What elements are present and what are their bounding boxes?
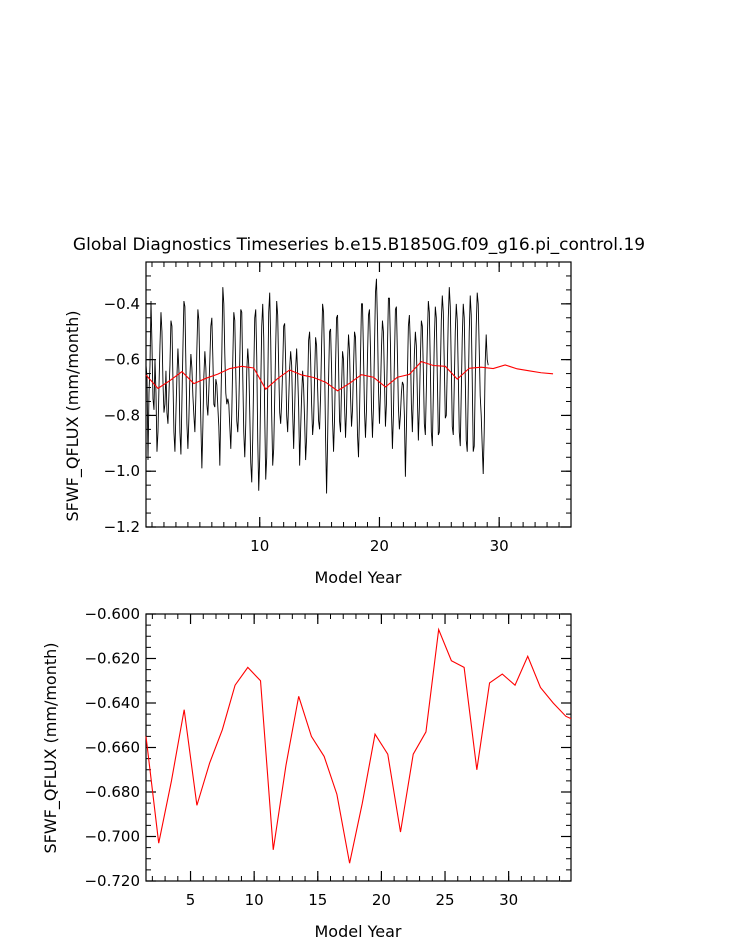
bottom-x-axis-label: Model Year <box>315 922 402 941</box>
x-tick-label: 20 <box>370 537 389 555</box>
monthly-line <box>145 278 489 494</box>
plot-frame <box>145 613 572 882</box>
y-tick-label: −0.600 <box>84 605 140 623</box>
annual-mean-line <box>145 627 572 864</box>
plot-frame <box>145 261 572 528</box>
chart-title: Global Diagnostics Timeseries b.e15.B185… <box>73 235 645 255</box>
x-tick-label: 10 <box>250 537 269 555</box>
bottom-annual-mean-chart: 5 10 15 20 25 30 −0.720 −0.700 −0.680 −0.660 −0.64… <box>84 605 572 909</box>
annual-mean-line <box>145 360 554 392</box>
top-timeseries-chart: 10 20 30 −1.2 −1.0 −0.8 −0.6 −0.4 <box>104 261 572 555</box>
y-tick-label: −0.640 <box>84 694 140 712</box>
y-tick-label: −0.6 <box>104 351 140 369</box>
y-tick-label: −0.700 <box>84 828 140 846</box>
x-tick-label: 30 <box>499 891 518 909</box>
top-x-axis-label: Model Year <box>315 568 402 587</box>
x-tick-label: 20 <box>372 891 391 909</box>
top-y-axis-label: SFWF_QFLUX (mm/month) <box>63 310 83 521</box>
y-tick-label: −0.680 <box>84 783 140 801</box>
y-tick-label: −1.0 <box>104 462 140 480</box>
y-tick-label: −0.4 <box>104 295 140 313</box>
x-tick-label: 5 <box>186 891 196 909</box>
y-tick-label: −0.8 <box>104 406 140 424</box>
y-tick-label: −0.720 <box>84 872 140 890</box>
bottom-y-axis-label: SFWF_QFLUX (mm/month) <box>41 642 61 853</box>
x-tick-label: 15 <box>308 891 327 909</box>
x-tick-label: 30 <box>490 537 509 555</box>
x-tick-label: 10 <box>245 891 264 909</box>
y-tick-label: −1.2 <box>104 518 140 536</box>
y-tick-label: −0.660 <box>84 739 140 757</box>
y-tick-label: −0.620 <box>84 650 140 668</box>
x-tick-label: 25 <box>435 891 454 909</box>
